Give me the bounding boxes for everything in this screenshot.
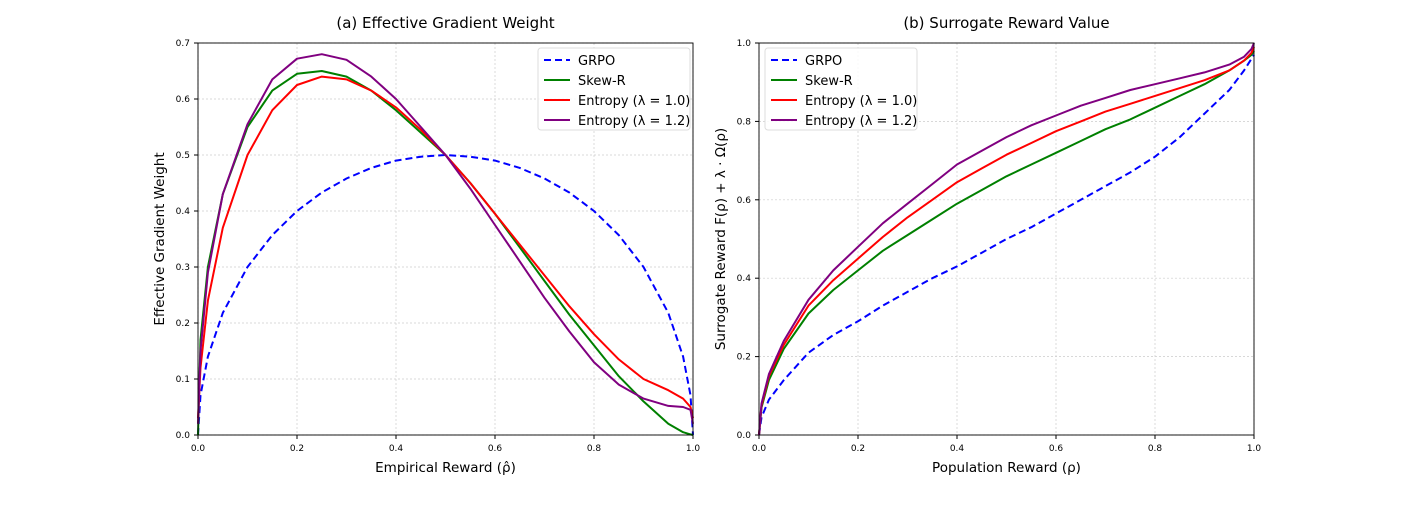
x-tick-label: 0.2 — [290, 444, 304, 454]
x-tick-label: 0.8 — [1148, 444, 1163, 454]
x-tick-label: 0.4 — [389, 444, 404, 454]
y-tick-label: 0.7 — [176, 39, 190, 49]
axes-frame — [197, 42, 694, 436]
y-tick-label: 0.0 — [737, 431, 752, 441]
legend-box — [764, 47, 918, 131]
chart-panel-0: 0.0 0.2 0.4 0.6 0.8 1.0 0.0 0.1 0.2 0.3 0.4 0.5 0.6 0… — [152, 14, 700, 476]
series-line-entropy-1-2- — [758, 42, 1255, 436]
x-tick-label: 1.0 — [686, 444, 701, 454]
chart-title: (b) Surrogate Reward Value — [903, 14, 1109, 32]
y-tick-label: 0.4 — [737, 274, 752, 284]
y-axis-label: Effective Gradient Weight — [152, 152, 168, 325]
legend-label: Entropy (λ = 1.2) — [578, 114, 690, 129]
x-tick-label: 0.0 — [191, 444, 206, 454]
y-tick-label: 0.2 — [176, 319, 190, 329]
x-tick-label: 0.0 — [752, 444, 767, 454]
y-axis-label: Surrogate Reward F(ρ) + λ · Ω(ρ) — [713, 128, 729, 350]
y-tick-label: 0.6 — [737, 196, 752, 206]
series-line-entropy-1-2- — [197, 53, 694, 424]
legend-label: GRPO — [578, 54, 615, 69]
legend-label: Skew-R — [805, 74, 853, 89]
x-axis-label: Population Reward (ρ) — [932, 460, 1081, 476]
series-line-grpo — [758, 54, 1255, 436]
y-tick-label: 0.4 — [176, 207, 191, 217]
x-tick-label: 0.6 — [488, 444, 503, 454]
series-line-entropy-1-0- — [758, 46, 1255, 436]
x-tick-label: 1.0 — [1247, 444, 1262, 454]
legend: GRPO Skew-R Entropy (λ = 1.0) Entropy (λ = … — [764, 47, 918, 131]
legend-label: Skew-R — [578, 74, 626, 89]
legend-label: Entropy (λ = 1.0) — [578, 94, 690, 109]
axes-frame — [758, 42, 1255, 436]
y-tick-label: 0.0 — [176, 431, 191, 441]
y-tick-label: 0.1 — [176, 375, 190, 385]
series-line-skew-r — [758, 50, 1255, 436]
legend-label: GRPO — [805, 54, 842, 69]
x-tick-label: 0.2 — [851, 444, 865, 454]
y-tick-label: 0.8 — [737, 117, 752, 127]
x-tick-label: 0.4 — [950, 444, 965, 454]
chart-panel-1: 0.0 0.2 0.4 0.6 0.8 1.0 0.0 0.2 0.4 0.6 0.8 1.0 (b) … — [713, 14, 1261, 476]
series-line-grpo — [197, 154, 694, 436]
chart-title: (a) Effective Gradient Weight — [336, 14, 554, 32]
y-tick-label: 0.3 — [176, 263, 190, 273]
legend: GRPO Skew-R Entropy (λ = 1.0) Entropy (λ = … — [537, 47, 691, 131]
y-tick-label: 0.6 — [176, 95, 191, 105]
x-axis-label: Empirical Reward (ρ̂) — [375, 460, 516, 476]
x-tick-label: 0.6 — [1049, 444, 1064, 454]
y-tick-label: 0.5 — [176, 151, 190, 161]
legend-label: Entropy (λ = 1.2) — [805, 114, 917, 129]
y-tick-label: 0.2 — [737, 353, 751, 363]
legend-box — [537, 47, 691, 131]
y-tick-label: 1.0 — [737, 39, 752, 49]
legend-label: Entropy (λ = 1.0) — [805, 94, 917, 109]
x-tick-label: 0.8 — [587, 444, 602, 454]
